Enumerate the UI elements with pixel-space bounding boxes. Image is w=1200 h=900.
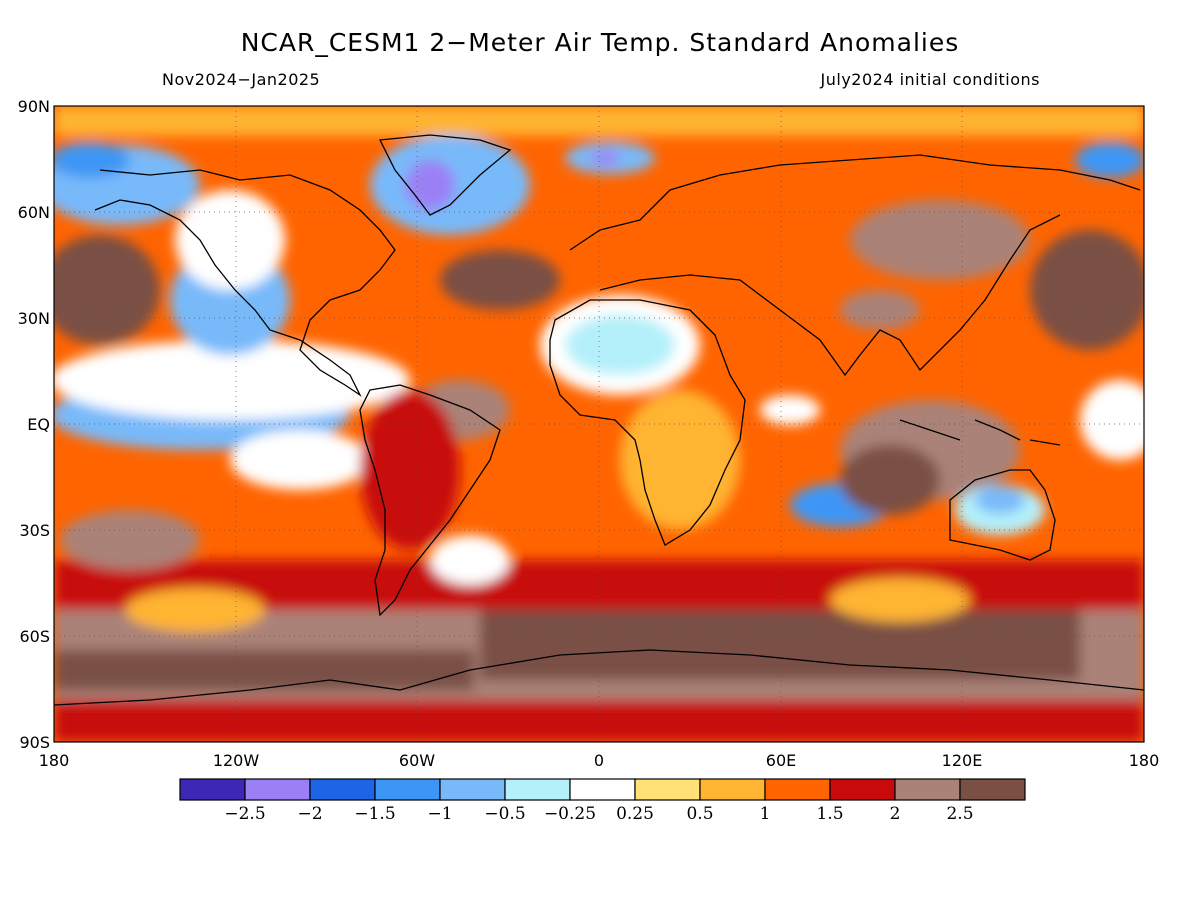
legend-swatch	[179, 778, 246, 801]
south-pacific-brown	[60, 510, 200, 570]
africa-coast	[549, 299, 746, 546]
legend-label: −1	[427, 804, 452, 824]
legend-label: 0.5	[686, 804, 713, 824]
antarctica-warm	[480, 600, 1080, 680]
legend-label: 0.25	[616, 804, 654, 824]
s-atlantic-white	[430, 535, 510, 585]
barents-purple	[590, 151, 620, 165]
indian-white	[760, 395, 820, 425]
legend-swatch	[504, 778, 571, 801]
anomaly-field	[54, 106, 1144, 742]
lat-label: 30S	[19, 521, 50, 540]
eurasia-coast	[569, 154, 1141, 377]
greenland-purple	[405, 160, 455, 210]
lon-label: 180	[39, 751, 70, 770]
tibet-brown	[840, 290, 920, 330]
africa-yellow	[620, 390, 740, 530]
legend-swatch	[309, 778, 376, 801]
lat-label: 60N	[18, 203, 50, 222]
graticule	[54, 106, 1144, 742]
w-pacific-white	[1080, 380, 1144, 460]
south-america-coast	[359, 384, 501, 617]
n-atlantic-brown	[440, 250, 560, 310]
east-indian-brown	[840, 445, 940, 515]
coastlines	[54, 134, 1144, 706]
legend-swatch	[764, 778, 831, 801]
lon-label: 0	[594, 751, 604, 770]
legend-label: 1.5	[816, 804, 843, 824]
initial-conditions: July2024 initial conditions	[820, 70, 1040, 89]
west-antarctica-warm	[54, 650, 474, 690]
lat-label: 90S	[19, 733, 50, 752]
lon-label: 120E	[942, 751, 983, 770]
asia-brown	[850, 200, 1030, 280]
legend-label: −2	[297, 804, 322, 824]
sahara-cool	[565, 315, 675, 375]
lat-label: 90N	[18, 97, 50, 116]
legend-label: 2.5	[946, 804, 973, 824]
legend-swatch	[569, 778, 636, 801]
lon-label: 180	[1129, 751, 1160, 770]
legend-swatch	[894, 778, 961, 801]
nw-pacific-brown	[1030, 230, 1144, 350]
legend-label: 1	[760, 804, 771, 824]
legend-swatch	[699, 778, 766, 801]
legend-swatch	[959, 778, 1026, 801]
map-title: NCAR_CESM1 2−Meter Air Temp. Standard An…	[240, 28, 960, 57]
legend-swatch	[244, 778, 311, 801]
se-pacific-white	[230, 430, 370, 490]
legend-swatch	[634, 778, 701, 801]
greenland-coast	[378, 134, 512, 216]
chukchi-blue	[1075, 142, 1144, 178]
lat-label: 60S	[19, 627, 50, 646]
north-america-coast	[94, 169, 396, 397]
australia-blue	[975, 486, 1025, 514]
legend-label: −2.5	[224, 804, 265, 824]
lat-label: 30N	[18, 309, 50, 328]
lat-axis: 90N 60N 30N EQ 30S 60S 90S	[18, 97, 50, 752]
bering-blue	[54, 142, 130, 178]
legend-swatch	[374, 778, 441, 801]
lon-label: 60W	[399, 751, 435, 770]
lon-label: 120W	[213, 751, 260, 770]
forecast-period: Nov2024−Jan2025	[162, 70, 321, 89]
legend-swatch	[439, 778, 506, 801]
ne-pacific-white	[175, 190, 285, 290]
legend-label: 2	[890, 804, 901, 824]
lat-label: EQ	[27, 415, 50, 434]
legend-label: −0.25	[544, 804, 596, 824]
map-frame	[53, 105, 1145, 743]
n-pacific-brown	[54, 235, 160, 345]
south-indian-yellow	[830, 578, 970, 622]
australia-coast	[949, 469, 1056, 561]
legend-swatch	[829, 778, 896, 801]
lon-label: 60E	[766, 751, 796, 770]
antarctica-coast	[54, 649, 1144, 706]
lon-axis: 180 120W 60W 0 60E 120E 180	[39, 751, 1160, 770]
indonesia-coast	[899, 419, 1061, 446]
legend-label: −1.5	[354, 804, 395, 824]
south-pacific-yellow	[125, 588, 265, 632]
color-legend: −2.5 −2 −1.5 −1 −0.5 −0.25 0.25 0.5 1 1.5 2 2.5	[179, 778, 1026, 824]
pacific-white	[54, 340, 410, 420]
legend-label: −0.5	[484, 804, 525, 824]
